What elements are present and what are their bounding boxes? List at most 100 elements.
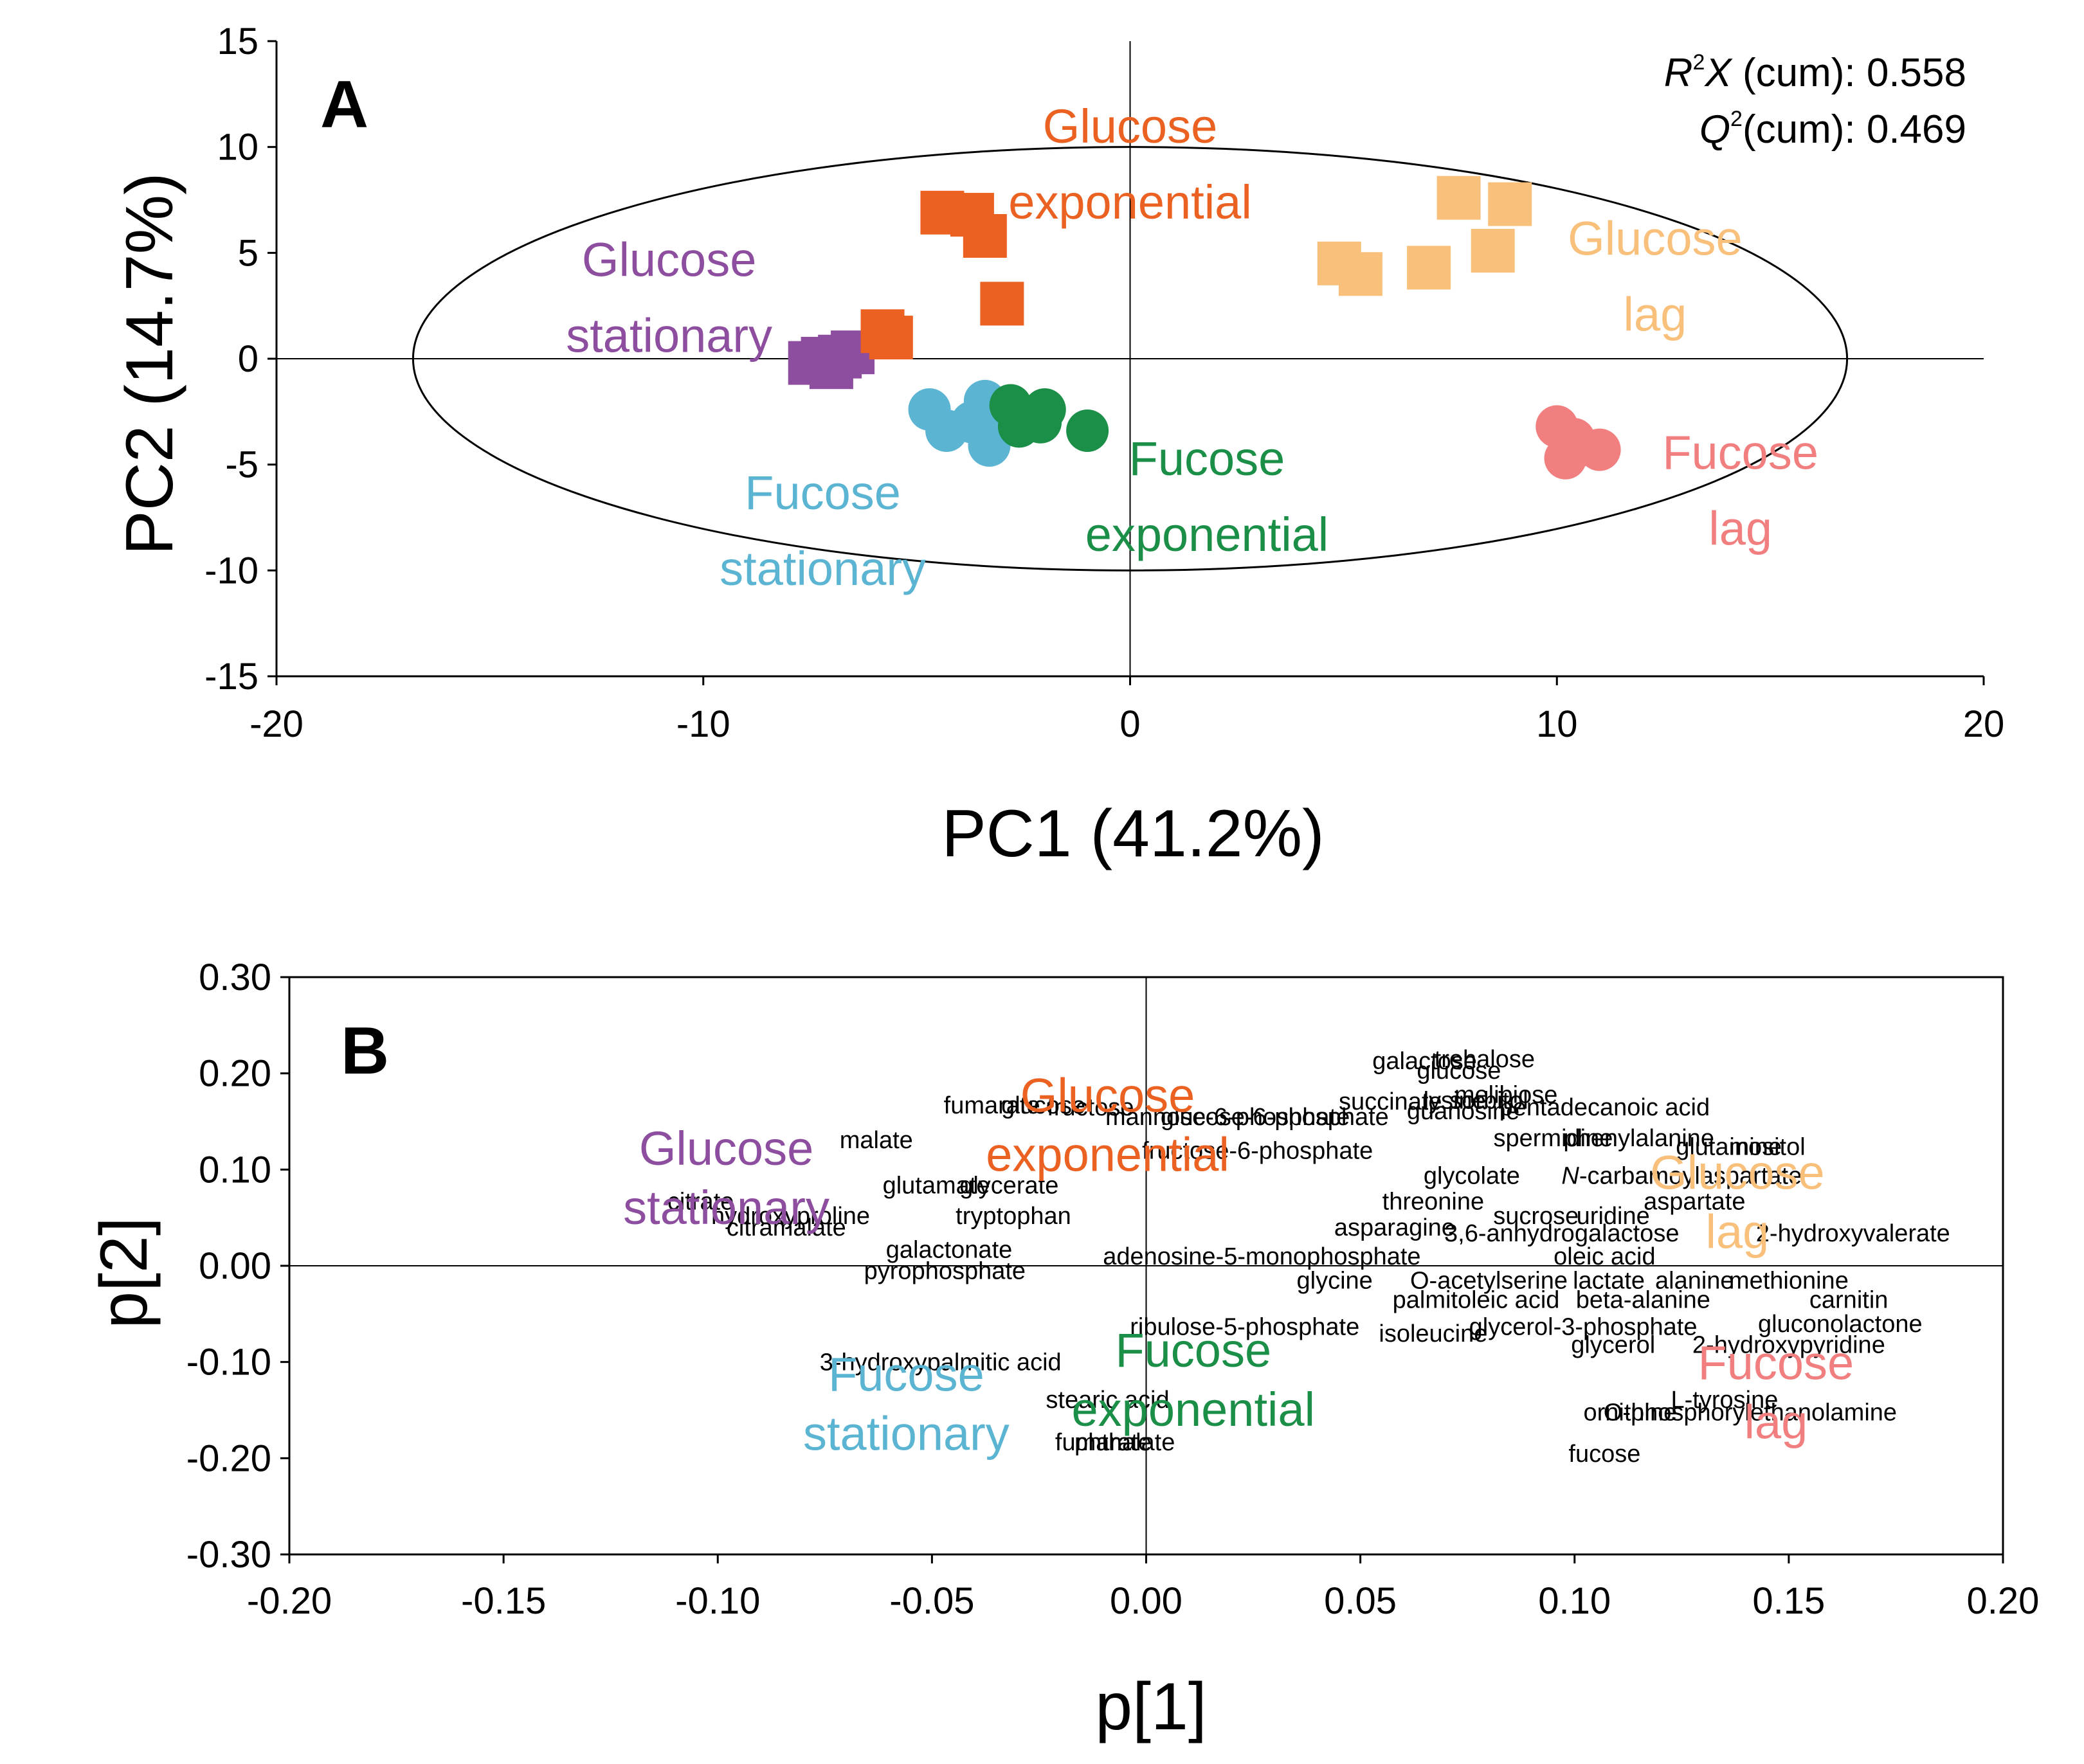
loading-label-phthalate: phthalate	[1074, 1429, 1175, 1456]
y-tick-label: 15	[217, 21, 258, 62]
series-glucose-stationary	[788, 330, 875, 390]
loading-label-glutamine: glutamine	[1676, 1133, 1782, 1160]
group-label-line: Fucose	[828, 1348, 984, 1401]
loading-label-beta-alanine: beta-alanine	[1576, 1286, 1710, 1313]
group-label-line: stationary	[566, 309, 772, 363]
score-point-circle	[1023, 388, 1066, 431]
x-tick-label: -0.10	[675, 1580, 760, 1622]
loading-label-glucose-6-phosphate: glucose-6-phosphate	[1161, 1104, 1389, 1131]
loading-label-o-acetylserine: O-acetylserine	[1410, 1267, 1568, 1294]
loading-label-asparagine: asparagine	[1334, 1214, 1455, 1241]
x-tick-label: -0.15	[461, 1580, 546, 1622]
y-tick-label: -10	[204, 550, 258, 591]
group-label-line: lag	[1708, 501, 1772, 555]
series-fucose-lag	[1536, 405, 1621, 480]
loading-label-glucose: glucose	[1417, 1058, 1501, 1084]
group-label-line: stationary	[720, 542, 926, 595]
loading-label-glutamate: glutamate	[883, 1172, 990, 1199]
y-tick-label: -0.10	[186, 1342, 271, 1383]
loading-label-pyrophosphate: pyrophosphate	[864, 1257, 1026, 1284]
group-label-line: Glucose	[582, 233, 756, 287]
loading-label-glucose: glucose	[1001, 1092, 1085, 1119]
x-tick-label: 0.15	[1752, 1580, 1825, 1622]
group-label-line: Fucose	[1662, 426, 1818, 479]
y-tick-label: -5	[225, 444, 258, 486]
group-label-line: Glucose	[1568, 212, 1742, 266]
y-tick-label: 10	[217, 127, 258, 168]
loading-label-trehalose: trehalose	[1435, 1046, 1535, 1073]
group-label-line: Fucose	[1129, 432, 1285, 485]
group-label-line: lag	[1744, 1396, 1808, 1449]
loading-label-spermidine: spermidine	[1494, 1125, 1613, 1152]
loading-label-sucrose: sucrose	[1493, 1203, 1579, 1230]
loading-label-3-6-anhydrogalactose: 3,6-anhydrogalactose	[1444, 1220, 1679, 1247]
panel-a-letter: A	[320, 68, 368, 142]
loading-label-aspartate: aspartate	[1644, 1189, 1745, 1216]
group-label-line: exponential	[986, 1128, 1229, 1182]
group-label-glucose-exponential: Glucose exponential	[986, 1069, 1229, 1182]
x-tick-label: 0.05	[1324, 1580, 1397, 1622]
y-tick-label: 5	[238, 232, 258, 274]
loading-label-lysine: lysine	[1424, 1088, 1486, 1115]
panel-b-letter: B	[341, 1014, 389, 1088]
x-tick-label: -0.20	[247, 1580, 332, 1622]
loading-label-citrate: citrate	[667, 1189, 734, 1216]
loading-labels: galactosetrehaloseglucosemelibiosesuccin…	[667, 1046, 1950, 1468]
loading-label-rest: -carbamoylaspartate	[1579, 1162, 1802, 1189]
loading-label-fucose: fucose	[1568, 1441, 1640, 1468]
q2-symbol: Q	[1699, 107, 1730, 152]
y-tick-label: -0.20	[186, 1437, 271, 1479]
group-label-line: Fucose	[1698, 1336, 1854, 1390]
y-tick-label: 0.20	[199, 1053, 271, 1095]
score-point-square	[1407, 246, 1451, 290]
loading-label-glycine: glycine	[1297, 1267, 1373, 1294]
loading-label-threonine: threonine	[1382, 1189, 1484, 1216]
group-label-glucose-lag: Glucose lag	[1568, 212, 1742, 341]
score-point-circle	[1066, 409, 1109, 452]
loading-label-isoleucine: isoleucine	[1379, 1320, 1487, 1347]
score-point-square	[1471, 229, 1515, 273]
y-tick-label: -15	[204, 656, 258, 698]
y-tick-label: 0.00	[199, 1245, 271, 1287]
loading-label-methionine: methionine	[1729, 1267, 1849, 1294]
axis-ticks: -20 -10 0 10 20 15 10 5 0 -5 -10 -15	[204, 21, 2004, 745]
axis-ticks: -0.20 -0.15 -0.10 -0.05 0.00 0.05 0.10 0.15 0.20…	[186, 957, 2040, 1622]
loading-label-lactate: lactate	[1573, 1267, 1645, 1294]
loading-label-inositol: inositol	[1729, 1133, 1805, 1160]
loading-label-glycerate: glycerate	[959, 1172, 1058, 1199]
series-glucose-exponential	[860, 190, 1024, 360]
loading-label-fumarate: fumarate	[944, 1092, 1040, 1119]
x-tick-label: -10	[676, 703, 730, 745]
score-point-circle	[1548, 430, 1591, 473]
group-label-line: lag	[1706, 1205, 1770, 1258]
loading-label-glycerol: glycerol	[1571, 1332, 1655, 1359]
loading-label-uridine: uridine	[1577, 1203, 1650, 1230]
score-points	[788, 176, 1621, 480]
loading-label-glycolate: glycolate	[1424, 1162, 1520, 1189]
r2x-symbol: R	[1664, 51, 1693, 95]
group-label-fucose-exponential: Fucose exponential	[1085, 432, 1329, 561]
score-point-square	[1436, 176, 1481, 220]
y-tick-label: 0	[238, 338, 258, 380]
loading-label-2-hydroxypyridine: 2-hydroxypyridine	[1692, 1332, 1885, 1359]
x-axis-title: p[1]	[1095, 1670, 1206, 1744]
loading-label-succinate: succinate	[1339, 1088, 1442, 1115]
group-label-line: Glucose	[1020, 1069, 1195, 1122]
group-label-line: exponential	[1085, 508, 1329, 561]
series-fucose-exponential	[989, 384, 1109, 452]
r2x-statistic: R2X (cum): 0.558	[1664, 50, 1966, 95]
group-label-fucose-lag: Fucose lag	[1698, 1336, 1854, 1449]
group-label-fucose-stationary: Fucose stationary	[720, 466, 926, 595]
x-tick-label: -0.05	[889, 1580, 974, 1622]
x-axis-title: PC1 (41.2%)	[941, 797, 1324, 871]
loading-label-alanine: alanine	[1655, 1267, 1734, 1294]
score-point-square	[1488, 182, 1532, 226]
loading-label-n-carbamoylaspartate: N-carbamoylaspartate	[1561, 1162, 1802, 1189]
loading-label-hydroxyproline: hydroxyproline	[711, 1203, 870, 1230]
r2x-variable: X	[1703, 51, 1733, 95]
loading-label-2-hydroxyvalerate: 2-hydroxyvalerate	[1756, 1220, 1950, 1247]
r2x-value: (cum): 0.558	[1732, 51, 1966, 95]
loading-label-fumarate: fumarate	[1055, 1429, 1152, 1456]
